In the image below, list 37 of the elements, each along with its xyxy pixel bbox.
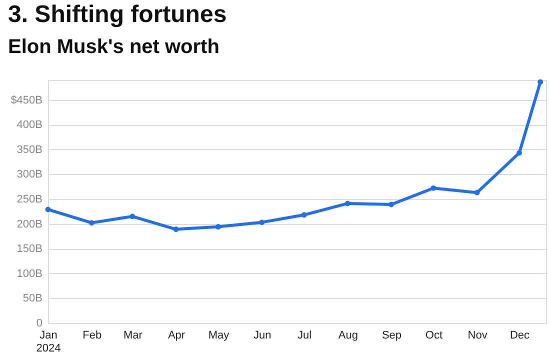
point [388,202,394,208]
y-tick-label: 200B [16,218,42,230]
y-tick-label: 300B [16,168,42,181]
point [88,220,94,226]
point [259,220,265,226]
y-tick-label: $450B [10,94,42,106]
point [173,226,179,232]
x-tick-label: Aug [338,330,358,342]
point [301,212,307,218]
x-tick-label: Jul [298,330,312,342]
y-tick-label: 100B [16,268,42,280]
point [45,206,51,212]
point [474,190,480,196]
x-tick-label: Dec [510,330,530,342]
x-tick-label: Sep [382,330,402,342]
point [516,150,522,156]
y-tick-label: 350B [16,144,42,156]
y-tick-label: 250B [16,194,42,206]
x-tick-label: Apr [168,330,186,342]
y-tick-label: 50B [22,292,42,305]
point [215,224,221,230]
point [538,79,544,85]
x-tick-label: Jan 2024 [36,330,61,354]
point [430,185,436,191]
chart-subtitle: Elon Musk's net worth [8,36,220,58]
y-tick-label: 150B [16,243,42,256]
x-tick-label: Oct [425,330,443,342]
chart-title: 3. Shifting fortunes [8,1,227,28]
point [130,214,136,220]
x-tick-label: Mar [123,330,143,342]
y-tick-label: 0 [36,318,42,330]
x-tick-label: Feb [82,330,102,342]
x-tick-label: May [208,330,230,342]
y-tick-label: 400B [16,119,42,132]
x-tick-label: Nov [468,330,488,342]
point [344,200,350,206]
x-tick-label: Jun [253,330,272,342]
